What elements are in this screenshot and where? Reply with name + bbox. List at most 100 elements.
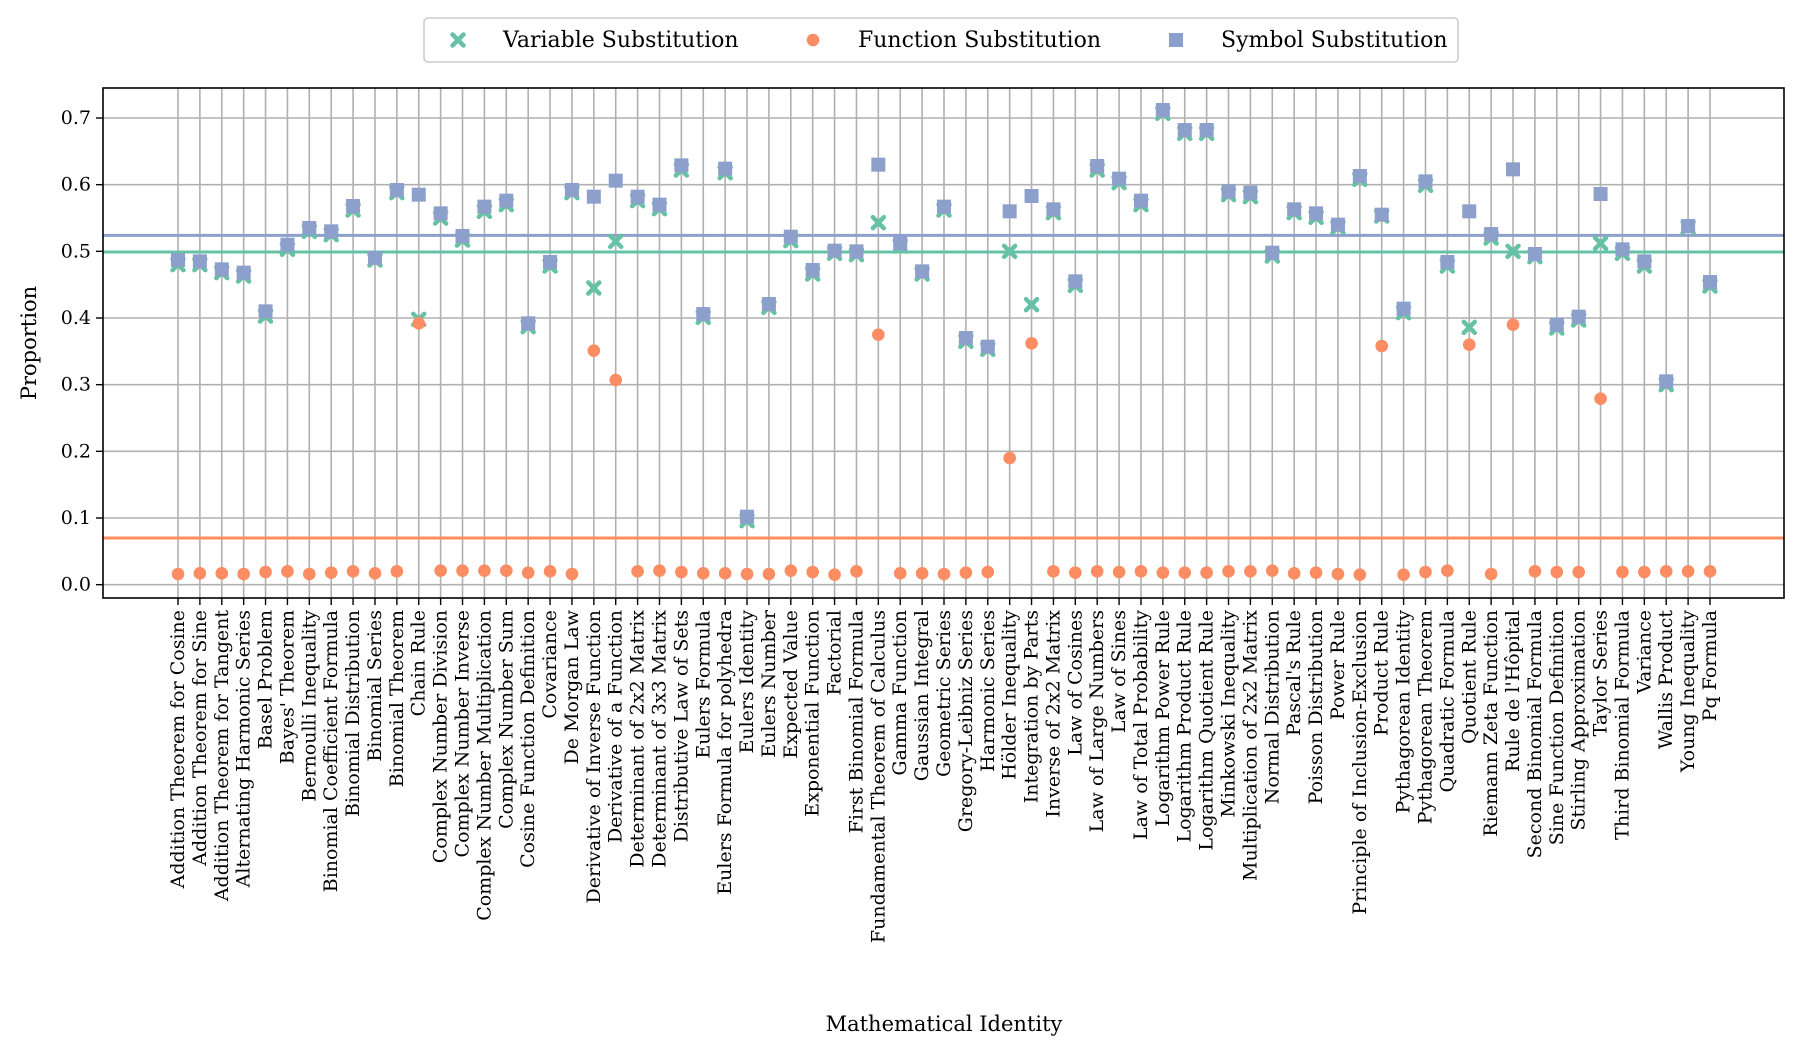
x-tick-label: Bayes' Theorem <box>276 610 298 764</box>
x-tick-label: Integration by Parts <box>1021 610 1043 803</box>
data-point <box>1484 227 1499 241</box>
data-point <box>1177 123 1192 137</box>
data-point <box>631 565 644 578</box>
data-point <box>653 564 666 577</box>
x-tick-label: Pq Formula <box>1699 610 1721 721</box>
x-tick-label: Complex Number Sum <box>495 610 517 829</box>
data-point <box>872 328 885 341</box>
data-point <box>1462 338 1476 351</box>
x-tick-label: Pythagorean Identity <box>1393 610 1415 814</box>
x-tick-label: Alternating Harmonic Series <box>233 610 255 888</box>
data-point <box>1287 567 1301 580</box>
x-tick-label: Product Rule <box>1371 610 1393 736</box>
data-point <box>1506 162 1521 177</box>
y-tick-label: 0.3 <box>61 374 91 396</box>
data-point <box>652 197 667 212</box>
data-point <box>1221 184 1236 199</box>
x-tick-label: Gaussian Integral <box>911 610 933 781</box>
grid <box>103 88 1784 598</box>
data-point <box>1001 243 1018 260</box>
data-point <box>1112 171 1127 186</box>
data-point <box>456 564 469 577</box>
data-point <box>675 565 688 579</box>
data-point <box>1506 318 1520 331</box>
data-point <box>959 566 973 579</box>
plot-area: 0.0 0.1 0.2 0.3 0.4 0.5 0.6 0.7 Addition Theorem… <box>61 87 1785 943</box>
data-point <box>1681 565 1695 578</box>
x-tick-label: Distributive Law of Sets <box>670 610 692 842</box>
data-point <box>1003 451 1016 465</box>
data-point <box>1638 565 1651 579</box>
x-tick-label: Derivative of Inverse Function <box>583 610 605 903</box>
data-point <box>1178 566 1192 579</box>
data-point <box>1616 565 1629 579</box>
x-tick-label: Eulers Number <box>758 609 780 758</box>
data-point <box>1090 565 1104 578</box>
data-point <box>1505 243 1521 260</box>
data-point <box>674 158 689 173</box>
data-point <box>1637 254 1652 269</box>
data-point <box>1024 189 1039 203</box>
data-point <box>1527 247 1542 261</box>
data-point <box>740 509 755 524</box>
x-axis: Addition Theorem for Cosine Addition Theo… <box>167 598 1721 943</box>
data-point <box>368 567 382 580</box>
data-point <box>1309 566 1323 579</box>
x-tick-label: Law of Sines <box>1108 610 1130 733</box>
x-tick-label: Gregory-Leibniz Series <box>955 610 977 832</box>
data-point <box>1681 219 1696 233</box>
x-tick-label: Logarithm Quotient Rule <box>1196 610 1218 851</box>
data-point <box>870 214 887 231</box>
data-point <box>805 263 820 277</box>
data-point <box>565 567 579 581</box>
data-point <box>215 567 229 580</box>
data-point <box>1462 204 1477 219</box>
data-point <box>783 229 798 244</box>
x-tick-label: Complex Number Inverse <box>452 610 474 857</box>
x-tick-label: De Morgan Law <box>561 609 583 764</box>
x-tick-label: Second Binomial Formula <box>1524 610 1546 858</box>
data-point <box>1133 193 1148 208</box>
data-point <box>281 565 294 578</box>
data-point <box>1374 207 1389 222</box>
x-tick-label: Harmonic Series <box>977 610 999 772</box>
data-point <box>237 567 250 581</box>
x-tick-label: Pythagorean Theorem <box>1414 610 1436 824</box>
x-tick-label: Expected Value <box>780 610 802 759</box>
data-point <box>586 280 602 296</box>
data-point <box>192 254 207 269</box>
data-point <box>171 253 185 267</box>
data-point <box>1528 565 1542 578</box>
x-tick-label: Factorial <box>824 610 846 696</box>
data-point <box>1244 565 1257 578</box>
data-point <box>455 229 470 243</box>
data-point <box>1549 317 1564 332</box>
data-point <box>1703 565 1717 578</box>
data-point <box>1593 187 1608 201</box>
data-point <box>915 567 929 580</box>
x-tick-label: Chain Rule <box>408 610 430 716</box>
data-point <box>543 255 558 269</box>
data-point <box>236 265 251 280</box>
x-tick-label: Logarithm Product Rule <box>1174 610 1196 843</box>
data-point <box>718 567 732 580</box>
legend: Variable Substitution Function Substituti… <box>423 17 1459 63</box>
data-point <box>1222 565 1235 578</box>
data-point <box>433 206 448 221</box>
data-point <box>696 567 710 580</box>
data-point <box>1461 319 1478 336</box>
data-point <box>259 565 272 579</box>
data-point <box>1134 565 1148 578</box>
x-tick-label: Eulers Formula for polyhedra <box>714 610 736 895</box>
x-tick-label: Taylor Series <box>1590 610 1612 736</box>
data-point <box>214 262 229 277</box>
x-tick-label: Hölder Inequality <box>999 610 1021 780</box>
x-tick-label: Normal Distribution <box>1261 610 1283 804</box>
data-point <box>849 244 864 259</box>
data-point <box>1703 275 1717 289</box>
legend-marker <box>450 32 466 48</box>
x-tick-label: Derivative of a Function <box>605 610 627 843</box>
y-tick-label: 0.6 <box>61 174 91 196</box>
x-tick-label: First Binomial Formula <box>845 610 867 833</box>
